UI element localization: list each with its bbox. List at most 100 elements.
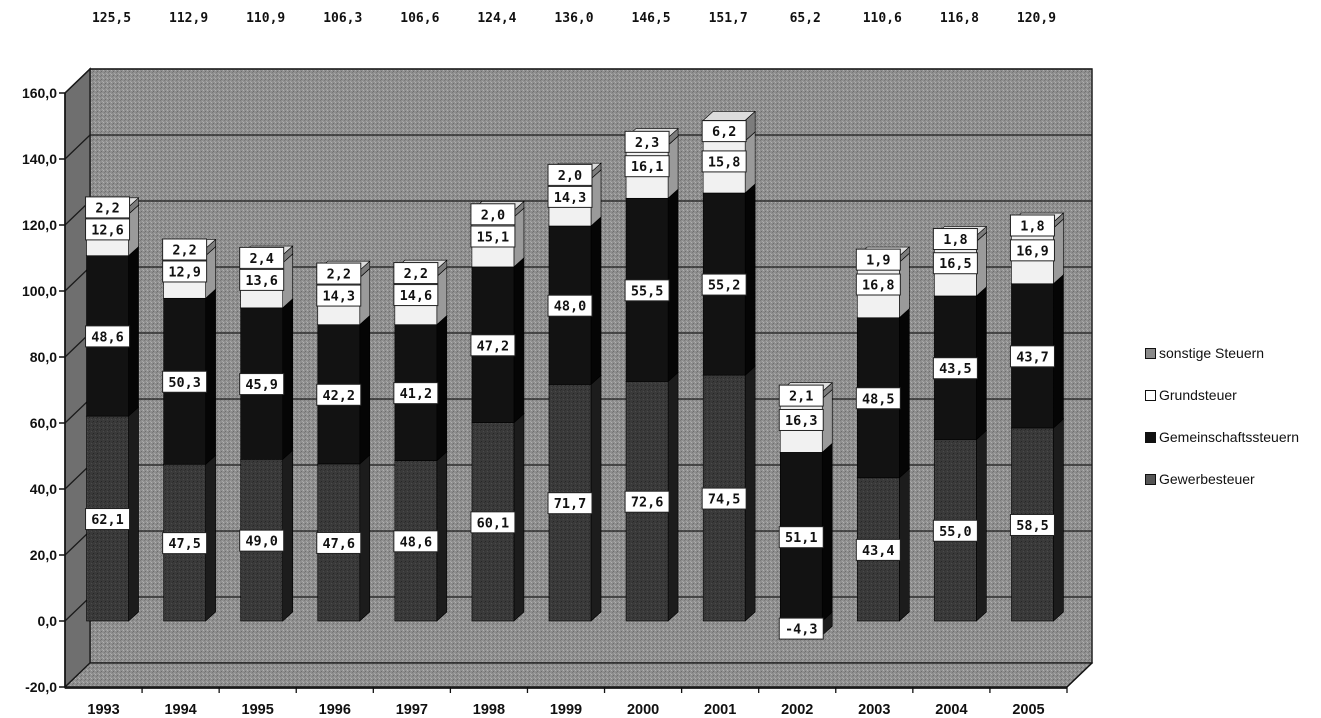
data-label-box — [701, 273, 747, 296]
legend: sonstige Steuern Grundsteuer Gemeinschaf… — [1145, 343, 1299, 511]
x-tick-label: 1993 — [87, 702, 119, 718]
bar-segment-side — [513, 412, 525, 622]
data-label-box — [316, 284, 362, 307]
data-label: 1,8 — [943, 232, 967, 248]
data-label-box — [239, 268, 285, 291]
bar-stack: 49,0 45,9 13,6 2,4 — [239, 245, 294, 622]
data-label: 45,9 — [245, 377, 278, 393]
data-label-box — [547, 163, 593, 186]
legend-label: Gewerbesteuer — [1159, 471, 1255, 487]
legend-item-gewerbesteuer: Gewerbesteuer — [1145, 469, 1299, 489]
legend-swatch-icon — [1145, 389, 1156, 401]
bar-stack: 62,1 48,6 12,6 2,2 — [85, 196, 140, 622]
bar-segment-side — [513, 207, 525, 268]
x-tick-label: 1998 — [473, 702, 505, 718]
x-tick-label: 2003 — [858, 702, 890, 718]
data-label-box — [393, 284, 439, 307]
data-label: 16,3 — [785, 413, 818, 429]
bar-stack: 47,6 42,2 14,3 2,2 — [316, 260, 371, 622]
bar-stack: 60,1 47,2 15,1 2,0 — [470, 200, 525, 622]
total-label: 65,2 — [790, 11, 821, 26]
total-label: 106,3 — [323, 11, 362, 26]
data-label-box — [701, 150, 747, 173]
data-label: 1,9 — [866, 253, 890, 269]
total-label: 110,9 — [246, 11, 285, 26]
data-label: 47,2 — [477, 338, 510, 354]
data-label: 2,2 — [172, 242, 196, 258]
y-tick-label: 20,0 — [30, 547, 57, 563]
data-label-box — [1009, 214, 1055, 237]
y-tick-label: 120,0 — [22, 217, 57, 233]
data-label-box — [1009, 239, 1055, 262]
x-axis-depth-line — [1066, 662, 1093, 688]
data-label-box — [624, 490, 670, 513]
total-label: 120,9 — [1017, 11, 1056, 26]
y-tick-label: 60,0 — [30, 415, 57, 431]
data-label-box — [470, 511, 516, 534]
y-tick-label: 100,0 — [22, 283, 57, 299]
data-label-box — [316, 262, 362, 285]
legend-label: Gemeinschaftssteuern — [1159, 429, 1300, 445]
data-label: 48,5 — [862, 391, 895, 407]
data-label-box — [932, 228, 978, 251]
x-tick-label: 2001 — [704, 702, 736, 718]
x-axis: 1993 1994 1995 1996 1997 1998 1999 2000 2001 2002… — [65, 662, 1093, 718]
data-label-box — [162, 532, 208, 555]
x-tick-label: 1995 — [242, 702, 274, 718]
total-label: 106,6 — [400, 11, 439, 26]
data-label-box — [85, 218, 131, 241]
bar-stack: 58,5 43,7 16,9 1,8 — [1009, 212, 1065, 622]
x-tick-label: 2002 — [781, 702, 813, 718]
data-label: 16,1 — [631, 159, 664, 175]
data-label-box — [778, 384, 824, 407]
x-tick-label: 1997 — [396, 702, 428, 718]
data-label-box — [624, 279, 670, 302]
total-label: 146,5 — [632, 11, 671, 26]
data-label: 60,1 — [477, 515, 510, 531]
x-tick-label: 2005 — [1012, 702, 1044, 718]
data-label: 62,1 — [91, 512, 124, 528]
data-label: 14,3 — [554, 190, 587, 206]
x-tick-label: 1999 — [550, 702, 582, 718]
legend-swatch-icon — [1145, 431, 1156, 443]
gridline — [64, 134, 1092, 160]
data-label-box — [162, 370, 208, 393]
data-label-box — [1009, 513, 1055, 536]
data-label: 6,2 — [712, 124, 736, 140]
bar-stack: 55,0 43,5 16,5 1,8 — [932, 225, 988, 622]
data-label-box — [85, 325, 131, 348]
data-label-box — [547, 294, 593, 317]
y-tick-label: 80,0 — [30, 349, 57, 365]
data-label: 55,0 — [939, 524, 972, 540]
bar-segment-side — [128, 246, 139, 417]
legend-item-sonstige-steuern: sonstige Steuern — [1145, 343, 1299, 363]
data-label: 2,1 — [789, 389, 813, 405]
data-label-box — [85, 508, 131, 531]
data-label: 43,5 — [939, 361, 972, 377]
total-label: 112,9 — [169, 11, 208, 26]
legend-item-grundsteuer: Grundsteuer — [1145, 385, 1299, 405]
data-label-box — [932, 357, 978, 380]
data-label-box — [470, 225, 516, 248]
data-label: 16,5 — [939, 256, 972, 272]
data-label-box — [393, 530, 439, 553]
data-label: 14,3 — [323, 289, 356, 305]
data-label-box — [778, 408, 824, 431]
data-label-box — [778, 526, 824, 549]
gridline — [64, 68, 1092, 94]
data-label-box — [855, 538, 901, 561]
data-label: -4,3 — [785, 622, 818, 638]
x-tick-label: 1996 — [319, 702, 351, 718]
data-label: 2,4 — [249, 251, 273, 267]
data-label-box — [547, 492, 593, 515]
total-label: 124,4 — [477, 11, 516, 26]
data-label: 49,0 — [245, 534, 278, 550]
bar-stack: 74,5 55,2 15,8 6,2 — [701, 110, 756, 622]
data-label: 58,5 — [1016, 518, 1049, 534]
data-label: 2,2 — [404, 266, 428, 282]
data-label: 16,9 — [1016, 243, 1049, 259]
data-label: 41,2 — [400, 386, 433, 402]
gridline — [64, 662, 1092, 688]
data-label: 71,7 — [554, 496, 587, 512]
